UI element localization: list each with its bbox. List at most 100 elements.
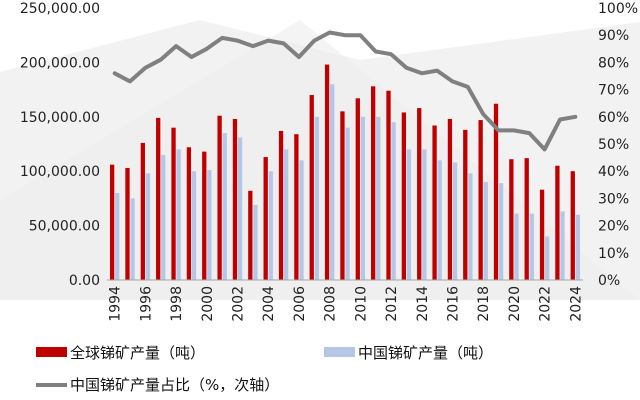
- y2-tick-label: 20%: [598, 219, 629, 235]
- bar-china: [268, 171, 273, 280]
- y2-tick-label: 40%: [598, 164, 629, 180]
- bar-china: [253, 204, 258, 280]
- x-tick-label: 2008: [323, 286, 339, 322]
- bar-china: [345, 127, 350, 281]
- bar-china: [360, 116, 366, 280]
- bar-global: [493, 103, 499, 280]
- bar-global: [417, 108, 422, 280]
- x-tick-label: 2000: [200, 286, 216, 322]
- bar-global: [202, 151, 207, 280]
- bar-global: [386, 90, 391, 280]
- x-tick-label: 1998: [169, 286, 185, 322]
- bar-global: [109, 164, 115, 280]
- bar-global: [463, 129, 468, 280]
- bar-global: [171, 127, 176, 281]
- x-tick-label: 2010: [353, 286, 369, 322]
- y2-tick-label: 60%: [598, 110, 629, 126]
- bar-global: [447, 118, 453, 280]
- bar-global: [248, 190, 253, 280]
- x-tick-label: 2002: [231, 286, 247, 322]
- bar-global: [432, 125, 437, 280]
- bar-china: [391, 122, 396, 281]
- x-tick-label: 2016: [445, 286, 461, 322]
- legend-swatch-global: [36, 347, 67, 357]
- bar-china: [468, 173, 473, 280]
- bar-china: [145, 173, 151, 280]
- x-tick-label: 2004: [261, 286, 277, 322]
- bar-china: [314, 116, 319, 280]
- bars: [109, 64, 581, 281]
- bar-global: [309, 95, 314, 280]
- y2-tick-label: 30%: [598, 191, 629, 207]
- legend-label-share: 中国锑矿产量占比（%，次轴）: [70, 376, 279, 394]
- y-tick-label: 150,000.00: [20, 110, 100, 126]
- bar-global: [125, 167, 130, 280]
- y-tick-label: 0.00: [69, 273, 100, 289]
- bar-global: [555, 165, 560, 280]
- x-axis: 1994 1996 1998 2000 2002 2004 2006 2008 2010 2012…: [108, 286, 585, 322]
- bar-global: [570, 171, 575, 280]
- legend: 全球锑矿产量（吨） 中国锑矿产量（吨） 中国锑矿产量占比（%，次轴）: [36, 344, 493, 394]
- bar-global: [371, 86, 376, 280]
- bar-china: [161, 154, 166, 280]
- bar-china: [191, 171, 197, 280]
- bar-china: [207, 170, 212, 280]
- y-tick-label: 200,000.00: [20, 55, 100, 71]
- x-tick-label: 2006: [292, 286, 308, 322]
- bar-global: [478, 120, 483, 281]
- x-tick-label: 2018: [476, 286, 492, 322]
- bar-global: [401, 112, 407, 280]
- bar-global: [186, 147, 192, 280]
- bar-china: [376, 116, 381, 280]
- line-china-share: [112, 30, 578, 152]
- y-tick-label: 100,000.00: [20, 164, 100, 180]
- y2-tick-label: 10%: [598, 246, 629, 262]
- bar-china: [222, 133, 227, 280]
- y2-tick-label: 50%: [598, 137, 629, 153]
- bar-global: [340, 111, 345, 280]
- x-tick-label: 2020: [507, 286, 523, 322]
- y2-tick-label: 90%: [598, 28, 629, 44]
- y2-tick-label: 0%: [598, 273, 620, 289]
- x-tick-label: 2014: [415, 286, 431, 322]
- bar-china: [115, 192, 120, 280]
- bar-global: [355, 98, 360, 280]
- bar-china: [283, 149, 289, 280]
- bar-global: [539, 189, 545, 280]
- bar-china: [452, 162, 458, 280]
- x-tick-label: 2024: [568, 286, 584, 322]
- legend-swatch-china: [324, 347, 355, 357]
- bar-china: [575, 214, 581, 280]
- bar-global: [140, 142, 145, 280]
- bar-china: [437, 160, 442, 280]
- bar-global: [294, 134, 299, 280]
- bar-global: [263, 157, 268, 280]
- legend-label-global: 全球锑矿产量（吨）: [70, 344, 205, 362]
- legend-label-china: 中国锑矿产量（吨）: [358, 344, 493, 362]
- bar-china: [237, 137, 243, 280]
- x-tick-label: 1996: [138, 286, 154, 322]
- bar-china: [422, 149, 427, 280]
- bar-china: [176, 149, 181, 280]
- y-tick-label: 50,000.00: [29, 219, 100, 235]
- y2-tick-label: 70%: [598, 83, 629, 99]
- y-tick-label: 250,000.00: [20, 1, 100, 17]
- bar-china: [560, 211, 565, 280]
- y-axis-left: 0.00 50,000.00 100,000.00 150,000.00 200,000…: [20, 1, 100, 289]
- bar-china: [545, 236, 550, 280]
- bar-global: [524, 158, 529, 280]
- bar-china: [130, 198, 135, 280]
- line-series: [112, 30, 578, 152]
- x-tick-label: 2012: [384, 286, 400, 322]
- bar-china: [299, 160, 304, 280]
- x-tick-label: 1994: [108, 286, 124, 322]
- y2-tick-label: 80%: [598, 55, 629, 71]
- bar-global: [509, 159, 514, 280]
- x-tick-label: 2022: [538, 286, 554, 322]
- bar-china: [330, 84, 335, 280]
- bar-global: [278, 130, 284, 280]
- bar-china: [406, 149, 412, 280]
- bar-global: [156, 117, 161, 280]
